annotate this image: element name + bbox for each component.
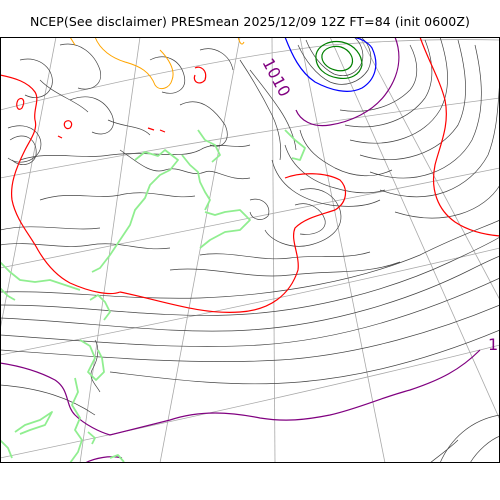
isobars-orange	[69, 37, 245, 90]
map-title: NCEP(See disclaimer) PRESmean 2025/12/09…	[29, 14, 470, 29]
parallel-line	[0, 39, 500, 111]
meridian-line	[0, 37, 57, 331]
meridian-line	[359, 37, 500, 301]
meridian-line	[329, 37, 500, 421]
isobars-red	[0, 37, 500, 313]
meridian-line	[159, 37, 241, 463]
parallel-line	[0, 97, 500, 179]
isobars-thin	[0, 37, 500, 463]
meridian-line	[299, 37, 386, 463]
parallel-line	[0, 344, 500, 459]
contour-label-1010: 1010	[258, 55, 294, 100]
meridian-line	[79, 37, 141, 463]
meridian-line	[271, 37, 276, 463]
parallel-line	[0, 247, 500, 356]
isobars-green	[315, 40, 363, 80]
coastline	[0, 129, 306, 463]
isobars-blue	[284, 37, 377, 92]
contour-label-edge: 1	[488, 335, 498, 354]
